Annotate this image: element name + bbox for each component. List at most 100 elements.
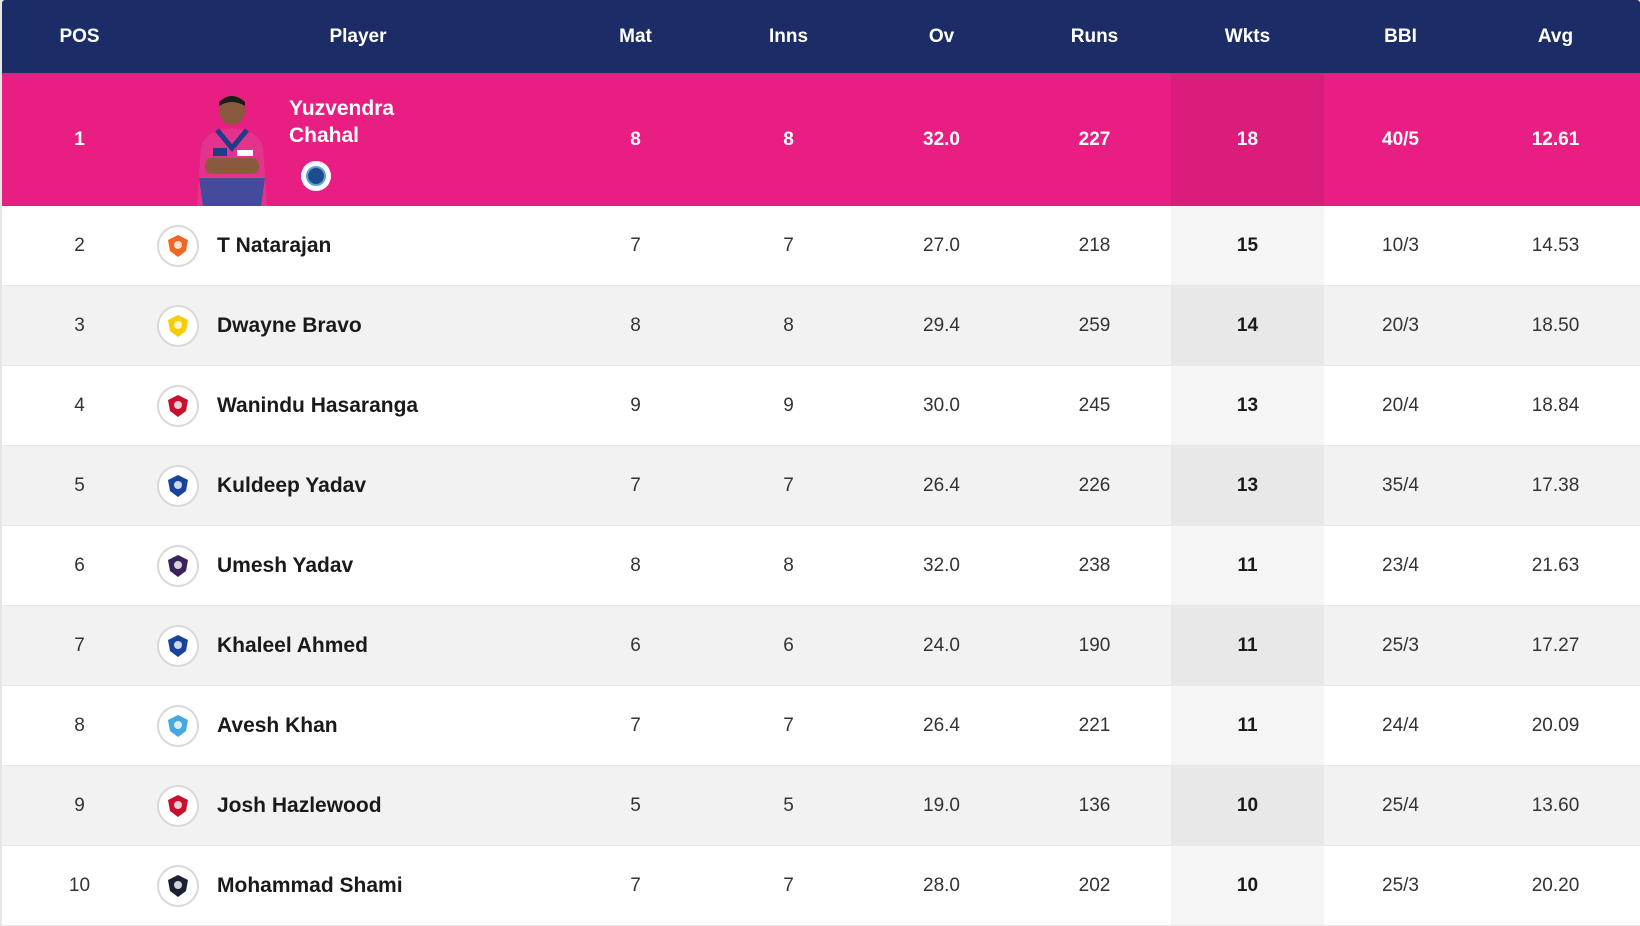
top-runs: 227 (1078, 128, 1111, 150)
row-inns: 7 (783, 234, 794, 256)
header-inns[interactable]: Inns (768, 25, 809, 47)
top-player-row[interactable]: 1 Yuzvendra Chahal 8 8 (2, 73, 1640, 206)
row-pos: 10 (68, 874, 91, 896)
table-row[interactable]: 5 Kuldeep Yadav 7 7 26.4 226 13 35/4 17.… (2, 446, 1640, 526)
row-ov: 30.0 (923, 394, 960, 416)
row-runs: 190 (1078, 634, 1111, 656)
team-logo-mark (168, 714, 188, 737)
row-mat: 8 (630, 314, 641, 336)
top-wkts: 18 (1171, 73, 1324, 206)
top-pos: 1 (74, 128, 85, 150)
capitals-logo-icon (157, 624, 199, 667)
header-pos[interactable]: POS (59, 25, 100, 47)
header-player[interactable]: Player (329, 25, 387, 47)
row-bbi: 25/3 (1382, 634, 1419, 656)
row-wkts: 11 (1171, 526, 1324, 605)
row-inns: 7 (783, 874, 794, 896)
row-mat: 7 (630, 474, 641, 496)
row-avg: 21.63 (1531, 554, 1580, 576)
row-avg: 18.84 (1531, 394, 1580, 416)
player-name[interactable]: Mohammad Shami (217, 873, 403, 897)
row-ov: 26.4 (923, 714, 960, 736)
header-ov[interactable]: Ov (928, 25, 955, 47)
table-row[interactable]: 9 Josh Hazlewood 5 5 19.0 136 10 25/4 13… (2, 766, 1640, 846)
row-player-cell: Dwayne Bravo (157, 304, 559, 347)
player-name[interactable]: Dwayne Bravo (217, 313, 362, 337)
header-bbi[interactable]: BBI (1384, 25, 1417, 47)
row-bbi: 35/4 (1382, 474, 1419, 496)
row-mat: 5 (630, 794, 641, 816)
table-row[interactable]: 10 Mohammad Shami 7 7 28.0 202 10 25/3 2… (2, 846, 1640, 926)
row-mat: 7 (630, 874, 641, 896)
player-name[interactable]: Wanindu Hasaranga (217, 393, 419, 417)
row-bbi: 25/3 (1382, 874, 1419, 896)
row-inns: 9 (783, 394, 794, 416)
team-logo-mark (168, 874, 188, 897)
player-name[interactable]: Josh Hazlewood (217, 793, 382, 817)
row-bbi: 24/4 (1382, 714, 1419, 736)
row-inns: 7 (783, 714, 794, 736)
row-wkts: 10 (1171, 846, 1324, 925)
row-avg: 20.09 (1531, 714, 1580, 736)
row-avg: 17.27 (1531, 634, 1580, 656)
row-player-cell: Josh Hazlewood (157, 784, 559, 827)
row-wkts: 13 (1171, 366, 1324, 445)
team-logo-mark (168, 554, 188, 577)
player-name[interactable]: Avesh Khan (217, 713, 338, 737)
table-row[interactable]: 7 Khaleel Ahmed 6 6 24.0 190 11 25/3 17.… (2, 606, 1640, 686)
table-row[interactable]: 8 Avesh Khan 7 7 26.4 221 11 24/4 20.09 (2, 686, 1640, 766)
top-player-name[interactable]: Yuzvendra Chahal (289, 97, 395, 147)
row-runs: 238 (1078, 554, 1111, 576)
player-name[interactable]: Umesh Yadav (217, 553, 354, 577)
top-player-cell: Yuzvendra Chahal (157, 73, 559, 206)
row-avg: 13.60 (1531, 794, 1580, 816)
player-name[interactable]: T Natarajan (217, 233, 332, 257)
top-ov: 32.0 (923, 128, 960, 150)
titans-logo-icon (157, 864, 199, 907)
row-ov: 28.0 (923, 874, 960, 896)
row-player-cell: Umesh Yadav (157, 544, 559, 587)
table-row[interactable]: 6 Umesh Yadav 8 8 32.0 238 11 23/4 21.63 (2, 526, 1640, 606)
player-name[interactable]: Khaleel Ahmed (217, 633, 368, 657)
row-inns: 5 (783, 794, 794, 816)
row-avg: 18.50 (1531, 314, 1580, 336)
player-name[interactable]: Kuldeep Yadav (217, 473, 367, 497)
row-player-cell: Avesh Khan (157, 704, 559, 747)
row-ov: 19.0 (923, 794, 960, 816)
row-pos: 7 (74, 634, 85, 656)
row-mat: 7 (630, 234, 641, 256)
row-mat: 8 (630, 554, 641, 576)
header-mat[interactable]: Mat (619, 25, 652, 47)
row-pos: 2 (74, 234, 85, 256)
top-bbi: 40/5 (1382, 128, 1419, 150)
row-pos: 4 (74, 394, 85, 416)
row-avg: 17.38 (1531, 474, 1580, 496)
top-avg: 12.61 (1531, 128, 1580, 150)
header-wkts[interactable]: Wkts (1224, 25, 1271, 47)
row-wkts: 11 (1171, 686, 1324, 765)
row-bbi: 20/3 (1382, 314, 1419, 336)
table-row[interactable]: 2 T Natarajan 7 7 27.0 218 15 10/3 14.53 (2, 206, 1640, 286)
row-player-cell: Wanindu Hasaranga (157, 384, 559, 427)
row-ov: 29.4 (923, 314, 960, 336)
table-row[interactable]: 3 Dwayne Bravo 8 8 29.4 259 14 20/3 18.5… (2, 286, 1640, 366)
row-bbi: 10/3 (1382, 234, 1419, 256)
row-player-cell: Mohammad Shami (157, 864, 559, 907)
row-runs: 218 (1078, 234, 1111, 256)
row-avg: 14.53 (1531, 234, 1580, 256)
row-inns: 7 (783, 474, 794, 496)
row-wkts: 11 (1171, 606, 1324, 685)
row-runs: 221 (1078, 714, 1111, 736)
header-runs[interactable]: Runs (1070, 25, 1119, 47)
row-mat: 7 (630, 714, 641, 736)
row-runs: 136 (1078, 794, 1111, 816)
row-wkts: 14 (1171, 286, 1324, 365)
table-row[interactable]: 4 Wanindu Hasaranga 9 9 30.0 245 13 20/4… (2, 366, 1640, 446)
sunrisers-logo-icon (157, 224, 199, 267)
team-logo-mark (168, 394, 188, 417)
super-kings-logo-icon (157, 304, 199, 347)
row-bbi: 23/4 (1382, 554, 1419, 576)
royal-challengers-logo-icon (157, 784, 199, 827)
header-avg[interactable]: Avg (1537, 25, 1574, 47)
row-inns: 8 (783, 554, 794, 576)
